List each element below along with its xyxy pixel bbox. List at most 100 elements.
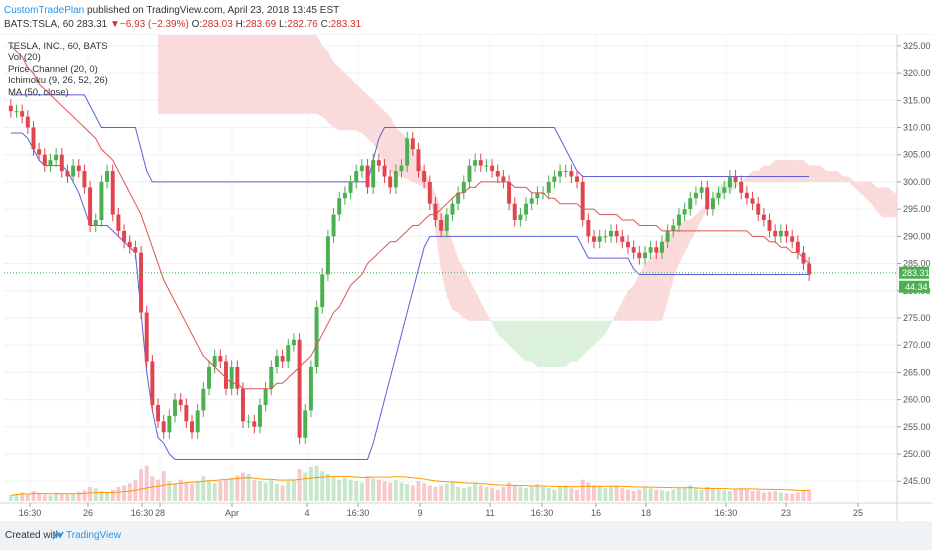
legend-title: TESLA, INC., 60, BATS: [8, 41, 108, 52]
high-label: H:: [235, 19, 246, 30]
cloud-segment: [197, 35, 204, 114]
y-tick-label: 245.00: [903, 476, 931, 486]
candle-body: [682, 209, 687, 215]
y-tick-label: 260.00: [903, 395, 931, 405]
cloud-segment: [837, 171, 844, 182]
legend-price-channel[interactable]: Price Channel (20, 0): [8, 63, 98, 75]
volume-bar: [393, 479, 398, 501]
volume-bar: [105, 492, 110, 501]
cloud-segment: [560, 320, 566, 367]
volume-bar: [88, 486, 93, 501]
candle-body: [178, 399, 183, 406]
volume-bar: [240, 472, 245, 501]
y-tick-label: 310.00: [903, 123, 931, 133]
author-link[interactable]: CustomTradePlan: [4, 5, 85, 16]
volume-bar: [116, 486, 121, 501]
price-label: 283.31: [902, 268, 930, 278]
candle-body: [659, 241, 664, 253]
cloud-segment: [158, 35, 164, 114]
candle-body: [161, 421, 166, 433]
x-tick-label: 9: [417, 508, 422, 518]
candle-body: [212, 356, 217, 367]
cloud-segment: [531, 320, 538, 367]
cloud-segment: [792, 160, 798, 182]
candle-body: [750, 198, 755, 204]
volume-bar: [586, 482, 591, 501]
candle-body: [99, 181, 104, 221]
volume-bar: [325, 474, 330, 501]
candle-body: [524, 203, 529, 215]
candle-body: [405, 138, 410, 166]
legend-vol[interactable]: Vol (20): [8, 52, 41, 64]
volume-bar: [478, 485, 483, 501]
volume-bar: [597, 486, 602, 501]
volume-bar: [761, 492, 766, 501]
x-tick-label: 28: [155, 508, 165, 518]
volume-bar: [150, 476, 155, 501]
candle-body: [637, 252, 642, 259]
change-arrow-icon: ▼: [110, 19, 120, 30]
candle-body: [150, 361, 155, 406]
tradingview-link[interactable]: TradingView: [66, 530, 122, 541]
volume-bar: [671, 489, 676, 501]
x-tick-label: 16:30: [131, 508, 154, 518]
candle-body: [484, 165, 489, 167]
volume-bar: [575, 489, 580, 501]
x-tick-label: 16: [591, 508, 601, 518]
y-tick-label: 265.00: [903, 367, 931, 377]
candle-body: [354, 171, 359, 182]
cloud-segment: [543, 320, 549, 367]
candle-body: [20, 111, 25, 117]
volume-bar: [603, 488, 608, 501]
candle-body: [416, 149, 421, 172]
volume-bar: [71, 493, 76, 501]
candle-body: [190, 421, 194, 433]
candle-body: [139, 252, 144, 313]
volume-bar: [229, 477, 234, 501]
volume-bar: [122, 485, 127, 501]
cloud-segment: [520, 320, 527, 362]
chart-panel[interactable]: 325.00 320.00 315.00 310.00 305.00 300.00 295.…: [0, 35, 932, 521]
volume-bar: [156, 479, 161, 501]
cloud-segment: [344, 73, 351, 131]
cloud-segment: [809, 165, 815, 182]
cloud-segment: [458, 258, 464, 318]
price-chart[interactable]: 325.00 320.00 315.00 310.00 305.00 300.00 295.…: [0, 35, 932, 521]
x-tick-label: 4: [304, 508, 309, 518]
candle-body: [65, 171, 70, 177]
open-label: O:: [191, 19, 203, 30]
cloud-segment: [180, 35, 187, 114]
cloud-segment: [288, 35, 294, 114]
volume-bar: [371, 478, 376, 501]
volume-bar: [456, 486, 461, 501]
cloud-segment: [860, 181, 866, 199]
volume-bar: [705, 486, 710, 501]
candle-body: [795, 241, 800, 253]
volume-bar: [546, 488, 551, 501]
volume-bar: [76, 491, 81, 501]
cloud-segment: [327, 51, 334, 128]
candle-body: [433, 203, 438, 221]
volume-bar: [648, 488, 653, 501]
cloud-segment: [503, 320, 510, 346]
candle-body: [490, 165, 495, 172]
cloud-segment: [271, 35, 277, 114]
volume-bar: [314, 465, 319, 501]
close-label: C:: [320, 19, 331, 30]
candle-body: [603, 236, 608, 238]
volume-bar: [48, 495, 53, 501]
volume-bar: [308, 466, 313, 501]
cloud-segment: [848, 176, 855, 188]
footer-bar: Created with TradingView: [0, 521, 932, 550]
cloud-segment: [497, 320, 504, 340]
candle-body: [501, 176, 506, 182]
cloud-segment: [339, 67, 345, 131]
cloud-segment: [293, 35, 300, 114]
volume-bar: [637, 489, 642, 501]
legend-ichimoku[interactable]: Ichimoku (9, 26, 52, 26): [8, 75, 108, 87]
legend-ma[interactable]: MA (50, close): [8, 86, 69, 98]
quote-line: BATS:TSLA, 60 283.31 ▼−6.93 (−2.39%) O:2…: [4, 19, 361, 30]
volume-bar: [224, 479, 228, 501]
volume-bar: [501, 486, 506, 501]
x-tick-label: 16:30: [19, 508, 42, 518]
